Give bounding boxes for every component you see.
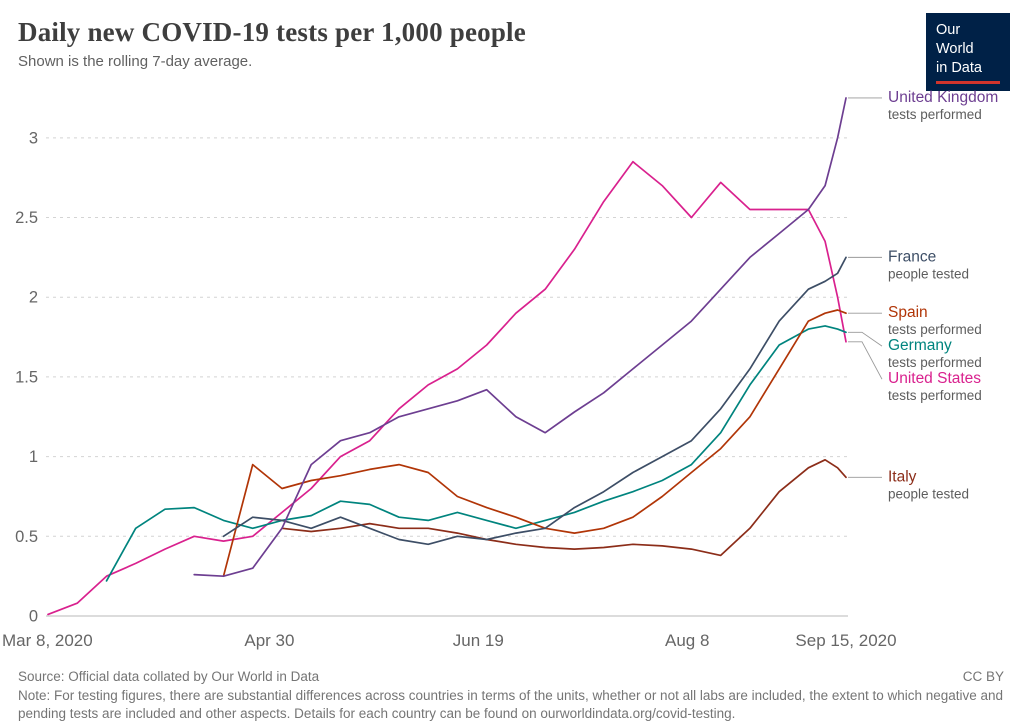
series-label-unit: tests performed	[888, 107, 982, 122]
series-label-name[interactable]: Spain	[888, 304, 928, 321]
chart-header: Daily new COVID-19 tests per 1,000 peopl…	[0, 0, 1024, 91]
series-line-france[interactable]	[222, 256, 847, 546]
series-label-unit: people tested	[888, 266, 969, 281]
series-label-name[interactable]: Germany	[888, 337, 952, 354]
series-line-united-states[interactable]	[47, 160, 847, 616]
chart-footer: Source: Official data collated by Our Wo…	[0, 663, 1024, 722]
x-tick-label: Sep 15, 2020	[795, 631, 896, 650]
y-tick-label: 2.5	[15, 209, 38, 227]
line-chart: 0 0.5 1 1.5 2 2.5 3 Mar 8, 2020 Apr 30 Jun 19 Aug …	[0, 78, 1024, 663]
label-connector	[848, 331, 883, 347]
chart-title: Daily new COVID-19 tests per 1,000 peopl…	[18, 17, 526, 47]
x-tick-label: Aug 8	[665, 631, 709, 650]
x-tick-label: Apr 30	[244, 631, 294, 650]
series-label-unit: people tested	[888, 486, 969, 501]
footnote: Note: For testing figures, there are sub…	[18, 688, 1004, 721]
y-tick-label: 0	[29, 608, 38, 626]
owid-logo[interactable]: Our World in Data	[926, 13, 1010, 91]
series-label-unit: tests performed	[888, 322, 982, 337]
series-line-germany[interactable]	[105, 325, 847, 582]
y-tick-label: 2	[29, 289, 38, 307]
series-label-name[interactable]: United Kingdom	[888, 89, 998, 106]
chart-canvas: 0 0.5 1 1.5 2 2.5 3 Mar 8, 2020 Apr 30 Jun 19 Aug …	[2, 89, 998, 650]
logo-red-bar	[936, 80, 1000, 84]
logo-line2: in Data	[936, 59, 982, 76]
series-line-spain[interactable]	[222, 309, 847, 578]
source-note[interactable]: Source: Official data collated by Our Wo…	[18, 669, 320, 684]
series-label-unit: tests performed	[888, 388, 982, 403]
logo-line1: Our World	[936, 22, 974, 57]
series-label-name[interactable]: United States	[888, 370, 981, 387]
x-tick-label: Mar 8, 2020	[2, 631, 93, 650]
y-tick-label: 1.5	[15, 368, 38, 386]
x-tick-label: Jun 19	[453, 631, 504, 650]
series-label-name[interactable]: Italy	[888, 468, 917, 485]
series-label-unit: tests performed	[888, 355, 982, 370]
y-tick-label: 1	[29, 448, 38, 466]
label-connector	[848, 341, 883, 380]
series-line-united-kingdom[interactable]	[193, 97, 847, 578]
y-tick-label: 3	[29, 129, 38, 147]
series-line-italy[interactable]	[281, 458, 847, 557]
y-tick-label: 0.5	[15, 528, 38, 546]
series-label-name[interactable]: France	[888, 248, 936, 265]
chart-subtitle: Shown is the rolling 7-day average.	[18, 53, 253, 71]
license-badge[interactable]: CC BY	[962, 669, 1004, 684]
source-row: Source: Official data collated by Our Wo…	[18, 669, 1004, 684]
